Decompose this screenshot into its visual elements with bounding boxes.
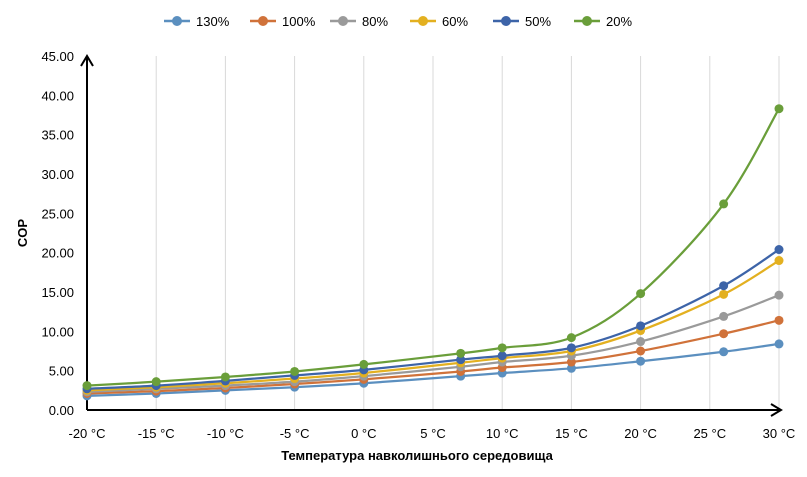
data-point (566, 363, 576, 373)
x-tick-label: -5 °C (280, 426, 310, 441)
x-tick-label: 25 °C (693, 426, 726, 441)
legend-item[interactable]: 60% (410, 14, 468, 29)
data-point (774, 315, 784, 325)
x-axis-title: Температура навколишнього середовища (281, 448, 553, 463)
data-point (719, 329, 729, 339)
x-tick-label: 20 °C (624, 426, 657, 441)
legend-marker (172, 16, 182, 26)
legend-marker (338, 16, 348, 26)
data-point (636, 356, 646, 366)
legend-label: 60% (442, 14, 468, 29)
x-tick-label: 30 °C (763, 426, 796, 441)
data-point (774, 339, 784, 349)
x-tick-label: -15 °C (138, 426, 175, 441)
y-tick-label: 30.00 (41, 167, 74, 182)
legend-item[interactable]: 100% (250, 14, 316, 29)
data-point (636, 321, 646, 331)
legend-label: 80% (362, 14, 388, 29)
legend-marker (582, 16, 592, 26)
legend[interactable]: 130% 100% 80% 60% 50% 20% (164, 14, 632, 29)
legend-item[interactable]: 20% (574, 14, 632, 29)
legend-marker (501, 16, 511, 26)
data-point (719, 289, 729, 299)
data-point (774, 256, 784, 266)
data-point (774, 290, 784, 300)
legend-item[interactable]: 80% (330, 14, 388, 29)
x-tick-label: -20 °C (69, 426, 106, 441)
series-20pct (82, 104, 784, 391)
data-point (719, 347, 729, 357)
y-tick-label: 15.00 (41, 285, 74, 300)
y-axis-arrow (80, 54, 94, 67)
data-point (636, 337, 646, 347)
gridlines (155, 56, 780, 410)
legend-label: 100% (282, 14, 316, 29)
y-tick-label: 45.00 (41, 49, 74, 64)
data-point (566, 357, 576, 367)
y-tick-label: 10.00 (41, 324, 74, 339)
y-tick-label: 20.00 (41, 246, 74, 261)
legend-marker (418, 16, 428, 26)
x-tick-label: -10 °C (207, 426, 244, 441)
data-point (719, 199, 729, 209)
y-tick-label: 5.00 (49, 364, 74, 379)
y-tick-label: 0.00 (49, 403, 74, 418)
x-tick-labels: -20 °C -15 °C -10 °C -5 °C 0 °C 5 °C 10 °C 15 °… (69, 426, 796, 441)
y-tick-labels: 0.00 5.00 10.00 15.00 20.00 25.00 30.00 35.00 40… (41, 49, 74, 418)
data-point (719, 281, 729, 291)
legend-label: 50% (525, 14, 551, 29)
y-tick-label: 25.00 (41, 206, 74, 221)
data-point (497, 351, 507, 361)
x-tick-label: 10 °C (486, 426, 519, 441)
series-line (86, 108, 780, 387)
data-point (497, 343, 507, 353)
x-axis-arrow (770, 403, 783, 417)
data-point (636, 289, 646, 299)
x-tick-label: 0 °C (351, 426, 376, 441)
data-point (290, 366, 300, 376)
y-axis-title: COP (15, 219, 30, 248)
y-tick-label: 40.00 (41, 88, 74, 103)
data-point (566, 333, 576, 343)
data-point (774, 104, 784, 114)
data-point (82, 381, 92, 391)
data-point (636, 346, 646, 356)
x-tick-label: 5 °C (420, 426, 445, 441)
y-tick-label: 35.00 (41, 128, 74, 143)
x-tick-label: 15 °C (555, 426, 588, 441)
data-point (220, 372, 230, 382)
legend-marker (258, 16, 268, 26)
data-point (456, 355, 466, 365)
data-point (456, 348, 466, 358)
data-point (359, 359, 369, 369)
data-point (151, 377, 161, 387)
data-point (566, 343, 576, 353)
legend-label: 20% (606, 14, 632, 29)
legend-label: 130% (196, 14, 230, 29)
axes (80, 54, 783, 417)
series (82, 104, 784, 401)
legend-item[interactable]: 50% (493, 14, 551, 29)
data-point (774, 245, 784, 255)
data-point (719, 311, 729, 321)
legend-item[interactable]: 130% (164, 14, 230, 29)
